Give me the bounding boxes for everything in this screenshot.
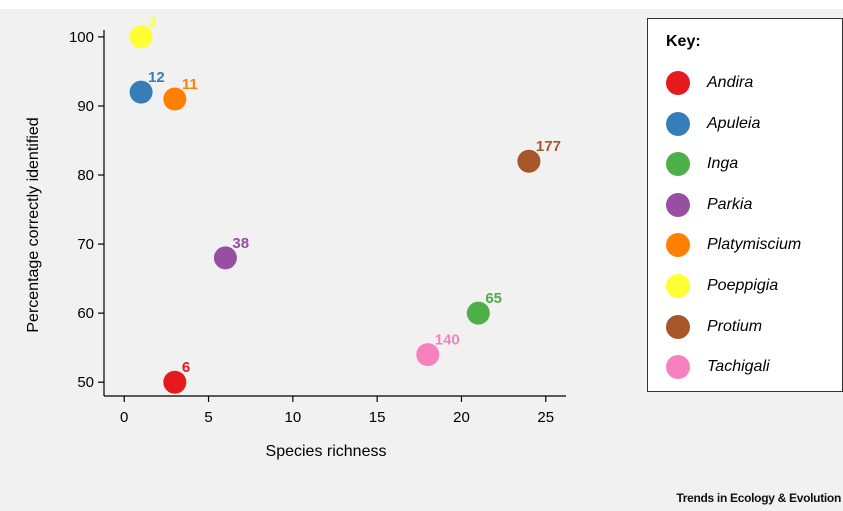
x-axis-title: Species richness xyxy=(266,443,387,460)
data-point-inga xyxy=(466,301,490,325)
legend-swatch xyxy=(666,355,690,380)
legend-item-inga: Inga xyxy=(666,151,738,177)
y-tick-label: 100 xyxy=(69,29,94,46)
legend-label: Tachigali xyxy=(707,358,770,376)
legend-label: Parkia xyxy=(707,195,753,213)
y-tick-label: 90 xyxy=(77,98,94,115)
legend-item-protium: Protium xyxy=(666,314,762,340)
point-label-tachigali: 140 xyxy=(435,332,460,349)
legend-item-tachigali: Tachigali xyxy=(666,354,770,380)
point-label-poeppigia: 3 xyxy=(148,14,156,31)
legend-item-platymiscium: Platymiscium xyxy=(666,232,801,258)
legend-swatch xyxy=(666,274,690,298)
y-tick-label: 80 xyxy=(77,167,94,184)
point-label-andira: 6 xyxy=(182,359,190,376)
legend-swatch xyxy=(666,233,690,258)
point-label-protium: 177 xyxy=(536,138,561,155)
legend-swatch xyxy=(666,192,690,217)
data-point-poeppigia xyxy=(129,25,153,49)
legend-key: Key: Andira Apuleia Inga Parkia Platymiscium… xyxy=(647,18,843,392)
journal-credit: Trends in Ecology & Evolution xyxy=(676,491,841,505)
x-tick-label: 0 xyxy=(120,409,128,426)
legend-swatch xyxy=(666,152,690,177)
x-tick-label: 10 xyxy=(285,409,302,426)
legend-label: Apuleia xyxy=(707,114,761,132)
data-point-platymiscium xyxy=(163,87,187,111)
x-tick-label: 5 xyxy=(204,409,212,426)
x-tick-label: 20 xyxy=(453,409,470,426)
legend-swatch xyxy=(666,111,690,136)
legend-label: Poeppigia xyxy=(707,277,779,294)
legend-item-parkia: Parkia xyxy=(666,192,752,218)
point-label-inga: 65 xyxy=(485,290,502,307)
legend-label: Andira xyxy=(707,74,754,91)
x-tick-label: 25 xyxy=(537,409,554,426)
legend-swatch xyxy=(666,314,690,339)
legend-item-poeppigia: Poeppigia xyxy=(666,273,778,299)
legend-item-andira: Andira xyxy=(666,70,753,96)
legend-item-apuleia: Apuleia xyxy=(666,111,760,137)
data-point-parkia xyxy=(213,246,237,270)
y-tick-label: 60 xyxy=(77,305,94,322)
legend-title: Key: xyxy=(666,33,701,50)
legend-label: Inga xyxy=(707,155,739,173)
data-point-andira xyxy=(163,370,187,394)
point-label-parkia: 38 xyxy=(232,235,249,252)
data-point-apuleia xyxy=(129,80,153,104)
point-label-platymiscium: 11 xyxy=(182,76,198,93)
legend-label: Protium xyxy=(707,317,763,335)
legend-label: Platymiscium xyxy=(707,236,802,254)
y-tick-label: 70 xyxy=(77,236,94,253)
x-tick-label: 15 xyxy=(369,409,386,426)
y-tick-label: 50 xyxy=(77,374,94,391)
legend-swatch xyxy=(666,71,690,95)
y-axis-title: Percentage correctly identified xyxy=(25,117,42,332)
data-point-tachigali xyxy=(416,343,440,367)
data-point-protium xyxy=(517,149,541,173)
point-label-apuleia: 12 xyxy=(148,69,165,86)
